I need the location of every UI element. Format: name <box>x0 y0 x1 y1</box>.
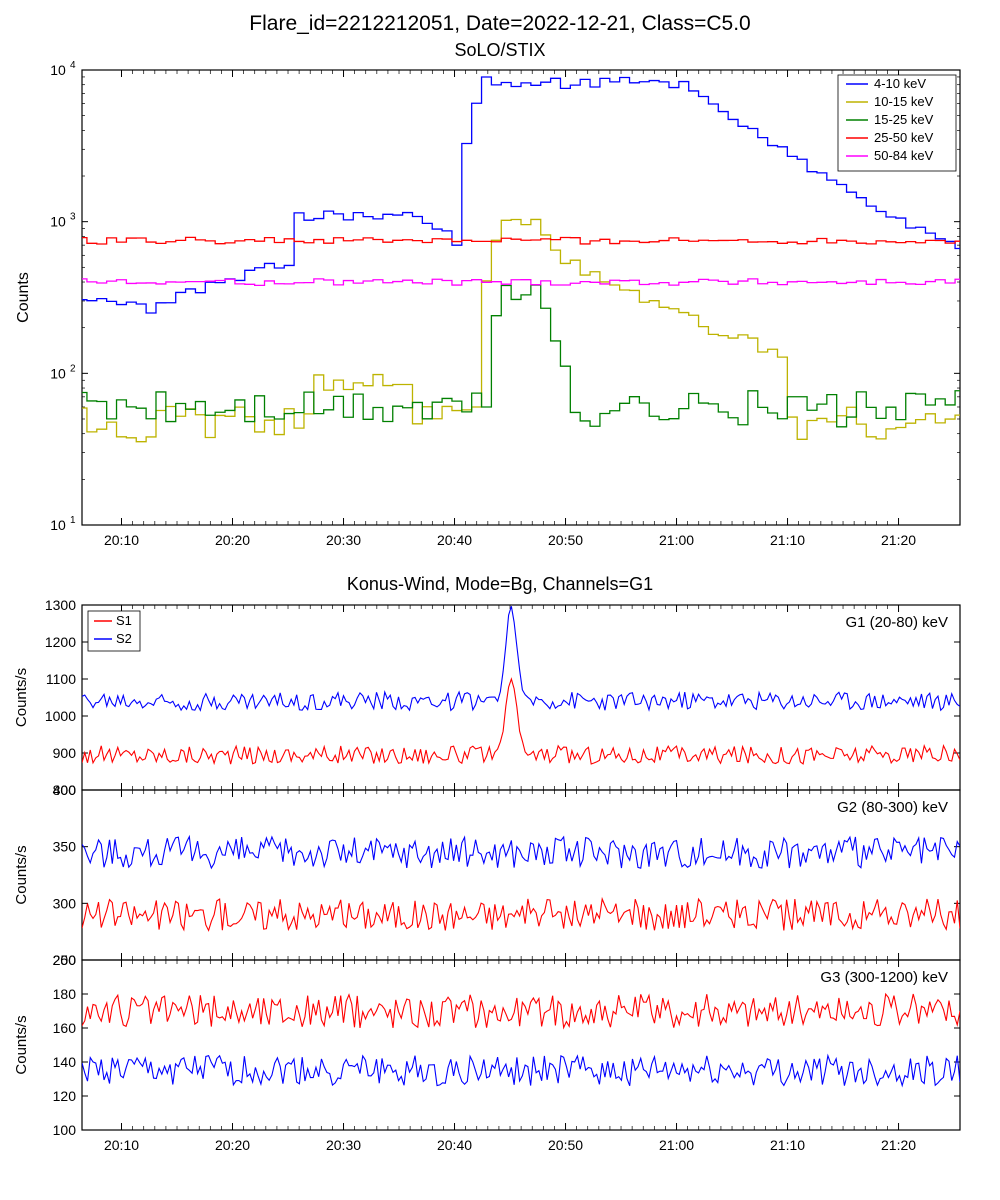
xtick-label: 21:00 <box>659 1137 694 1153</box>
svg-text:4: 4 <box>70 60 76 71</box>
ytick-label: 140 <box>53 1054 77 1070</box>
chart-container: Flare_id=2212212051, Date=2022-12-21, Cl… <box>0 0 1000 1200</box>
xtick-label: 21:00 <box>659 532 694 548</box>
svg-text:2: 2 <box>70 363 76 374</box>
xtick-label: 20:40 <box>437 1137 472 1153</box>
xtick-label: 20:20 <box>215 532 250 548</box>
subpanel-0-series-1 <box>82 606 960 710</box>
svg-text:10: 10 <box>50 517 66 533</box>
panel1-title: SoLO/STIX <box>454 40 545 60</box>
subpanel-legend-box <box>88 611 140 651</box>
ytick-label: 180 <box>53 986 77 1002</box>
ytick-label: 1200 <box>45 634 76 650</box>
panel1-series-2 <box>82 285 960 427</box>
subpanel-0-series-0 <box>82 679 960 764</box>
ytick-label: 900 <box>53 745 77 761</box>
chart-svg: Flare_id=2212212051, Date=2022-12-21, Cl… <box>0 0 1000 1200</box>
legend-item-1: 10-15 keV <box>874 94 934 109</box>
subpanel-1-axes <box>82 790 960 960</box>
xtick-label: 20:30 <box>326 532 361 548</box>
subpanel-1-ylabel: Counts/s <box>13 845 30 904</box>
subpanel-2-series-0 <box>82 994 960 1028</box>
ytick-label: 100 <box>53 1122 77 1138</box>
panel1-series-0 <box>82 77 960 313</box>
panel1-series-1 <box>82 219 960 441</box>
subpanel-1-series-0 <box>82 899 960 931</box>
svg-text:1: 1 <box>70 515 76 526</box>
legend-item-3: 25-50 keV <box>874 130 934 145</box>
subpanel-1-label: G2 (80-300) keV <box>837 799 948 816</box>
subpanel-0-label: G1 (20-80) keV <box>845 614 948 631</box>
subpanel-legend-item-0: S1 <box>116 613 132 628</box>
xtick-label: 21:20 <box>881 1137 916 1153</box>
xtick-label: 20:50 <box>548 532 583 548</box>
xtick-label: 20:30 <box>326 1137 361 1153</box>
legend-item-0: 4-10 keV <box>874 76 926 91</box>
subpanel-2-label: G3 (300-1200) keV <box>820 969 948 986</box>
xtick-label: 20:10 <box>104 1137 139 1153</box>
xtick-label: 21:20 <box>881 532 916 548</box>
subpanel-legend-item-1: S2 <box>116 631 132 646</box>
xtick-label: 21:10 <box>770 532 805 548</box>
xtick-label: 20:50 <box>548 1137 583 1153</box>
subpanel-2-ylabel: Counts/s <box>13 1015 30 1074</box>
ytick-label: 10 4 <box>50 60 76 78</box>
ytick-label: 300 <box>53 895 77 911</box>
ytick-label: 1100 <box>46 671 76 687</box>
subpanel-1-series-1 <box>82 837 960 869</box>
subpanel-2-series-1 <box>82 1056 960 1086</box>
xtick-label: 20:40 <box>437 532 472 548</box>
ytick-label: 400 <box>53 782 77 798</box>
ytick-label: 10 2 <box>50 363 76 381</box>
subpanel-0-ylabel: Counts/s <box>13 668 30 727</box>
legend-item-2: 15-25 keV <box>874 112 934 127</box>
ytick-label: 200 <box>53 952 77 968</box>
ytick-label: 10 1 <box>50 515 76 533</box>
svg-text:3: 3 <box>70 212 76 223</box>
ytick-label: 160 <box>53 1020 77 1036</box>
panel1-ylabel: Counts <box>15 272 32 323</box>
ytick-label: 1300 <box>45 597 76 613</box>
svg-text:10: 10 <box>50 62 66 78</box>
main-title: Flare_id=2212212051, Date=2022-12-21, Cl… <box>249 12 750 35</box>
ytick-label: 1000 <box>45 708 76 724</box>
legend-item-4: 50-84 keV <box>874 148 934 163</box>
svg-text:10: 10 <box>50 365 66 381</box>
ytick-label: 350 <box>53 839 77 855</box>
panel2-title: Konus-Wind, Mode=Bg, Channels=G1 <box>347 574 653 594</box>
xtick-label: 20:10 <box>104 532 139 548</box>
xtick-label: 20:20 <box>215 1137 250 1153</box>
ytick-label: 120 <box>53 1088 77 1104</box>
panel1-series-3 <box>82 237 960 244</box>
ytick-label: 10 3 <box>50 212 76 230</box>
svg-text:10: 10 <box>50 214 66 230</box>
xtick-label: 21:10 <box>770 1137 805 1153</box>
